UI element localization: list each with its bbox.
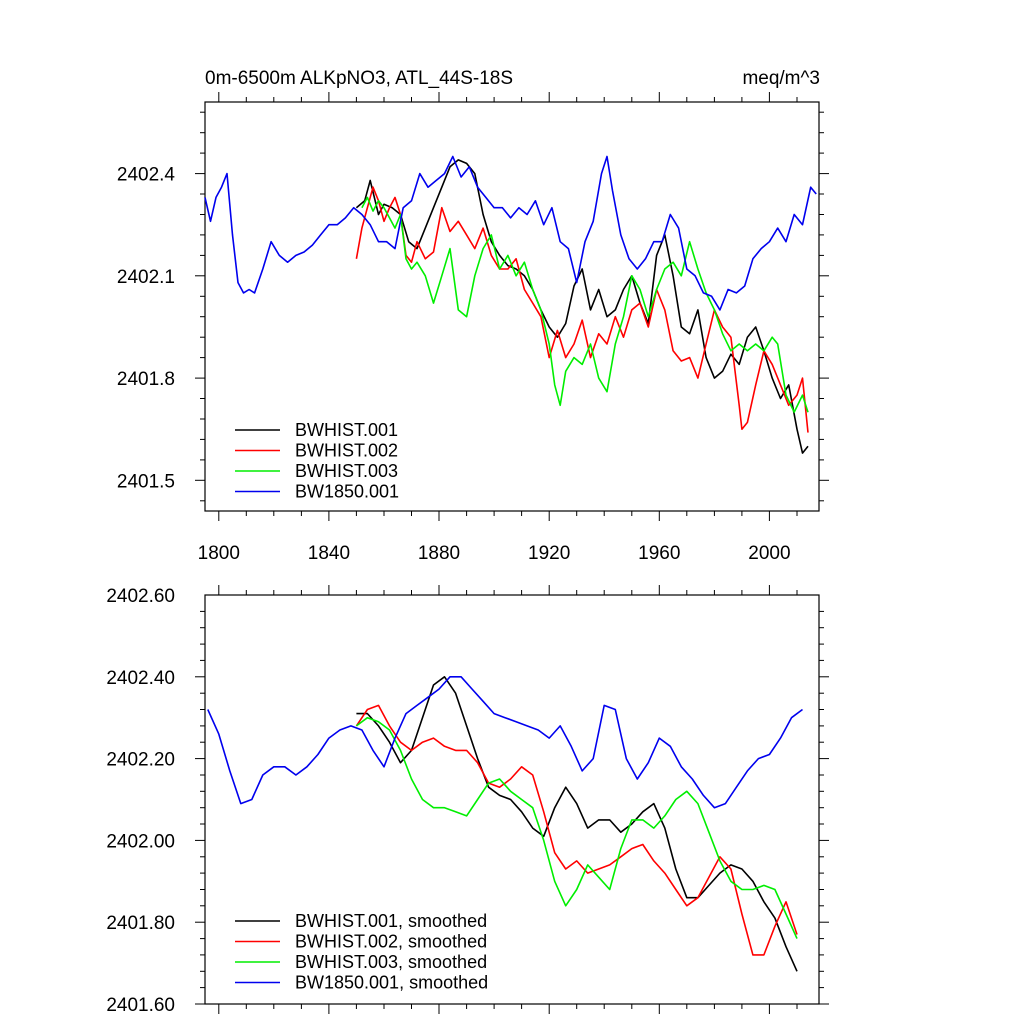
series-line-bwhist-002-smoothed (355, 704, 798, 956)
units-label: meq/m^3 (742, 68, 820, 89)
x-tick-label: 2000 (748, 543, 790, 564)
y-tick-label: 2402.1 (117, 267, 175, 288)
x-tick-label: 1920 (528, 543, 570, 564)
y-tick-label: 2402.00 (106, 831, 175, 852)
tick-marks (195, 585, 829, 1014)
y-tick-label: 2401.80 (106, 913, 175, 934)
series-line-bwhist-002 (355, 186, 809, 433)
y-tick-label: 2401.5 (117, 471, 175, 492)
legend-label: BWHIST.002, smoothed (295, 932, 487, 952)
x-tick-labels: 1800 1840 1880 1920 1960 2000 (198, 543, 791, 564)
series-line-bw1850-001 (204, 155, 817, 311)
y-tick-label: 2402.4 (117, 165, 176, 186)
y-tick-label: 2401.8 (117, 369, 175, 390)
legend-label: BWHIST.003, smoothed (295, 952, 487, 972)
chart-title: 0m-6500m ALKpNO3, ATL_44S-18S (205, 68, 513, 89)
y-tick-label: 2402.20 (106, 750, 175, 771)
bottom-panel: 2401.60 2401.80 2402.00 2402.20 2402.40 2402.… (106, 585, 829, 1016)
legend-label: BW1850.001, smoothed (295, 973, 488, 993)
x-tick-label: 1880 (418, 543, 460, 564)
plot-frame (204, 101, 820, 512)
x-tick-label: 1800 (198, 543, 240, 564)
y-tick-label: 2402.40 (106, 668, 175, 689)
legend-label: BWHIST.003 (295, 461, 398, 481)
series-line-bwhist-003-smoothed (355, 716, 798, 939)
y-tick-label: 2401.60 (106, 995, 175, 1016)
legend-label: BW1850.001 (295, 482, 399, 502)
legend-label: BWHIST.001 (295, 420, 398, 440)
plot-frame (204, 594, 820, 1005)
legend-label: BWHIST.001, smoothed (295, 911, 487, 931)
x-tick-label: 1840 (308, 543, 350, 564)
top-panel: 0m-6500m ALKpNO3, ATL_44S-18S meq/m^3 18… (117, 68, 829, 564)
y-tick-label: 2402.60 (106, 586, 175, 607)
series-lines (207, 675, 803, 972)
series-line-bw1850-001-smoothed (207, 675, 803, 809)
series-line-bwhist-001 (355, 159, 809, 454)
series-line-bwhist-003 (361, 196, 809, 414)
y-tick-labels: 2401.60 2401.80 2402.00 2402.20 2402.40 2402.… (106, 586, 175, 1016)
y-tick-labels: 2401.5 2401.8 2402.1 2402.4 (117, 165, 176, 493)
tick-marks (195, 92, 829, 521)
series-lines (204, 155, 817, 454)
x-tick-label: 1960 (638, 543, 680, 564)
legend-label: BWHIST.002 (295, 441, 398, 461)
